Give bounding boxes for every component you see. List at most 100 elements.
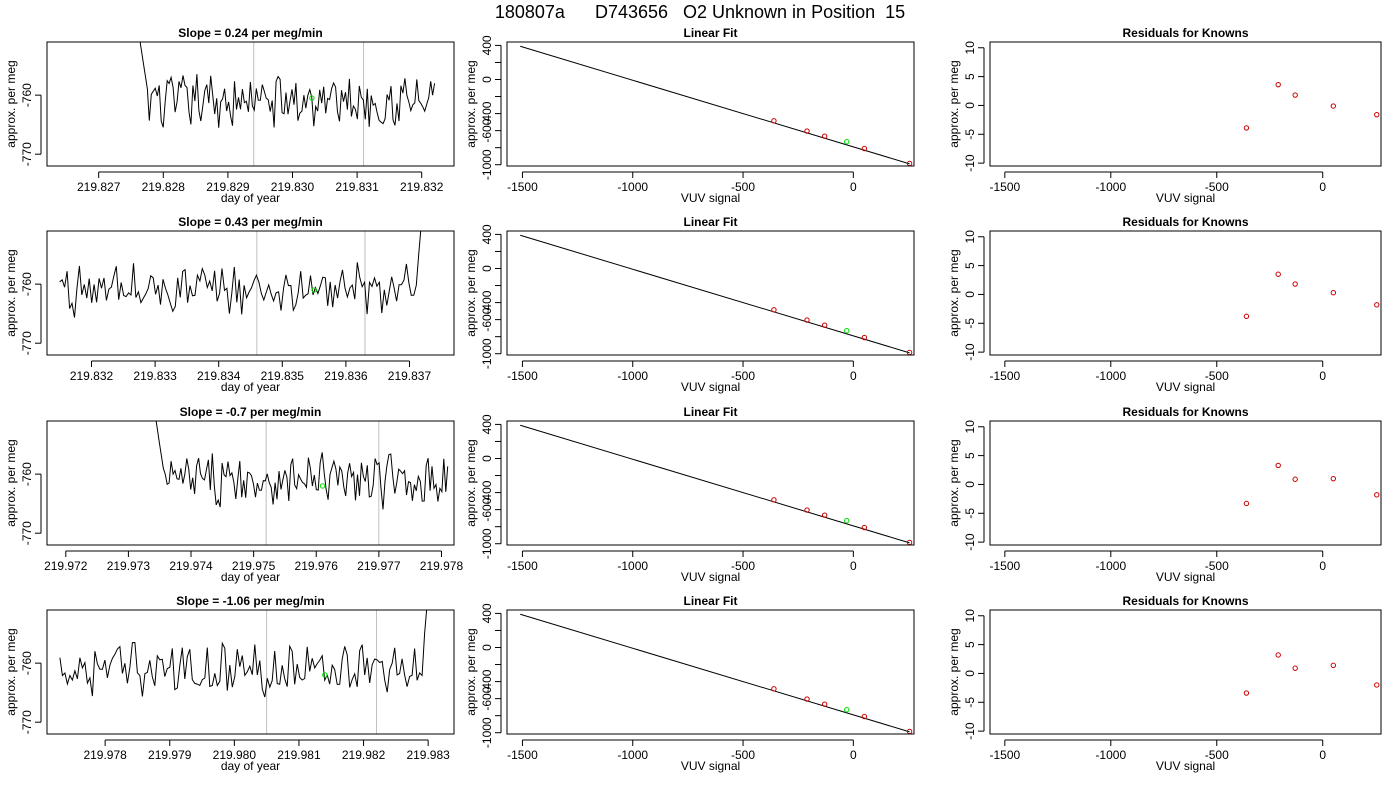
panel-timeseries-row-2: Slope = 0.43 per meg/min 219.832 219.833 21… bbox=[4, 215, 455, 394]
x-axis-label: day of year bbox=[221, 191, 280, 205]
x-axis-label: day of year bbox=[221, 380, 280, 394]
x-tick-label: -1500 bbox=[507, 559, 538, 573]
y-axis-label: approx. per meg bbox=[4, 249, 18, 336]
unknown-mean-marker bbox=[322, 672, 328, 678]
y-tick-label: 400 bbox=[480, 603, 494, 623]
fit-line bbox=[520, 424, 910, 544]
y-tick-label: 0 bbox=[480, 644, 494, 651]
x-tick-label: 219.973 bbox=[107, 559, 151, 573]
x-axis-label: VUV signal bbox=[1156, 570, 1215, 584]
residual-point bbox=[1292, 92, 1298, 98]
plot-area bbox=[520, 424, 913, 545]
known-standard-point bbox=[804, 317, 810, 323]
x-tick-label: 0 bbox=[850, 559, 857, 573]
y-tick-label: -770 bbox=[20, 142, 34, 166]
residual-point bbox=[1330, 662, 1337, 669]
panel-title: Residuals for Knowns bbox=[1122, 594, 1248, 608]
known-standard-point bbox=[861, 524, 868, 531]
y-tick-label: -400 bbox=[480, 101, 494, 125]
residual-point bbox=[1374, 492, 1380, 498]
y-tick-label: 10 bbox=[963, 609, 977, 623]
plot-area bbox=[139, 42, 436, 166]
x-tick-label: 219.829 bbox=[206, 180, 250, 194]
x-tick-label: -500 bbox=[1205, 369, 1229, 383]
plot-area bbox=[1243, 652, 1380, 696]
panel-title: Slope = 0.43 per meg/min bbox=[178, 215, 322, 229]
plot-area bbox=[1243, 271, 1380, 320]
residual-point bbox=[1243, 690, 1250, 696]
x-tick-label: -1500 bbox=[989, 559, 1020, 573]
y-tick-label: 5 bbox=[963, 73, 977, 80]
x-tick-label: -1500 bbox=[989, 180, 1020, 194]
y-tick-label: 400 bbox=[480, 35, 494, 55]
x-tick-label: -500 bbox=[1205, 748, 1229, 762]
y-axis-label: approx. per meg bbox=[947, 249, 961, 336]
x-tick-label: 219.978 bbox=[420, 559, 464, 573]
x-tick-label: 219.981 bbox=[277, 748, 321, 762]
known-standard-point bbox=[804, 128, 810, 134]
panel-residuals-row-1: Residuals for Knowns -1500 -1000 -500 0 VUV s… bbox=[947, 26, 1382, 205]
x-tick-label: 219.833 bbox=[133, 369, 177, 383]
y-tick-label: -10 bbox=[963, 154, 977, 172]
panel-title: Residuals for Knowns bbox=[1122, 215, 1248, 229]
x-tick-label: 219.837 bbox=[388, 369, 432, 383]
residual-point bbox=[1275, 462, 1281, 469]
y-tick-label: -1000 bbox=[480, 149, 494, 180]
x-tick-label: 219.835 bbox=[261, 369, 305, 383]
y-axis-label: approx. per meg bbox=[464, 628, 478, 715]
per-meg-trace bbox=[139, 42, 436, 128]
known-standard-point bbox=[821, 701, 828, 707]
x-tick-label: 0 bbox=[1319, 748, 1326, 762]
y-tick-label: -10 bbox=[963, 343, 977, 361]
y-tick-label: -400 bbox=[480, 290, 494, 314]
y-tick-label: 400 bbox=[480, 414, 494, 434]
known-standard-point bbox=[771, 307, 777, 313]
x-tick-label: 219.978 bbox=[83, 748, 127, 762]
y-tick-label: 5 bbox=[963, 641, 977, 648]
y-tick-label: -760 bbox=[20, 272, 34, 296]
x-tick-label: 219.828 bbox=[142, 180, 186, 194]
plot-area bbox=[59, 610, 428, 734]
plot-frame bbox=[46, 41, 455, 167]
x-tick-label: -1500 bbox=[507, 748, 538, 762]
per-meg-trace bbox=[59, 231, 422, 318]
plot-frame bbox=[989, 609, 1382, 735]
x-tick-label: -1000 bbox=[1095, 748, 1126, 762]
x-tick-label: -500 bbox=[731, 559, 755, 573]
x-tick-label: -1000 bbox=[1095, 559, 1126, 573]
x-tick-label: 219.832 bbox=[70, 369, 114, 383]
known-standard-point bbox=[861, 713, 868, 720]
residual-point bbox=[1243, 125, 1250, 131]
panel-timeseries-row-4: Slope = -1.06 per meg/min 219.978 219.979 2… bbox=[4, 594, 455, 773]
x-tick-label: 219.974 bbox=[169, 559, 213, 573]
y-tick-label: 0 bbox=[480, 76, 494, 83]
plot-frame bbox=[506, 230, 915, 356]
per-meg-trace bbox=[155, 421, 449, 510]
x-tick-label: 0 bbox=[850, 748, 857, 762]
panel-timeseries-row-1: Slope = 0.24 per meg/min 219.827 219.828 21… bbox=[4, 26, 455, 205]
panel-title: Slope = -1.06 per meg/min bbox=[176, 594, 324, 608]
y-tick-label: 10 bbox=[963, 41, 977, 55]
x-axis-label: day of year bbox=[221, 570, 280, 584]
y-axis-label: approx. per meg bbox=[464, 249, 478, 336]
y-tick-label: 10 bbox=[963, 230, 977, 244]
x-tick-label: 219.830 bbox=[271, 180, 315, 194]
unknown-point bbox=[844, 139, 850, 145]
panel-title: Linear Fit bbox=[683, 215, 737, 229]
x-tick-label: -1500 bbox=[989, 369, 1020, 383]
x-tick-label: -500 bbox=[731, 369, 755, 383]
residual-point bbox=[1292, 281, 1298, 287]
x-tick-label: -1500 bbox=[989, 748, 1020, 762]
known-standard-point bbox=[771, 118, 777, 124]
y-tick-label: 0 bbox=[963, 291, 977, 298]
x-axis-label: day of year bbox=[221, 759, 280, 773]
x-tick-label: 219.834 bbox=[197, 369, 241, 383]
y-tick-label: 5 bbox=[963, 452, 977, 459]
y-tick-label: -5 bbox=[963, 318, 977, 329]
panel-fit-row-4: Linear Fit -1500 -1000 -500 0 VUV signal -1000… bbox=[464, 594, 915, 773]
x-tick-label: -1000 bbox=[617, 748, 648, 762]
y-tick-label: -770 bbox=[20, 710, 34, 734]
plot-area bbox=[155, 421, 449, 545]
x-axis-label: VUV signal bbox=[1156, 380, 1215, 394]
